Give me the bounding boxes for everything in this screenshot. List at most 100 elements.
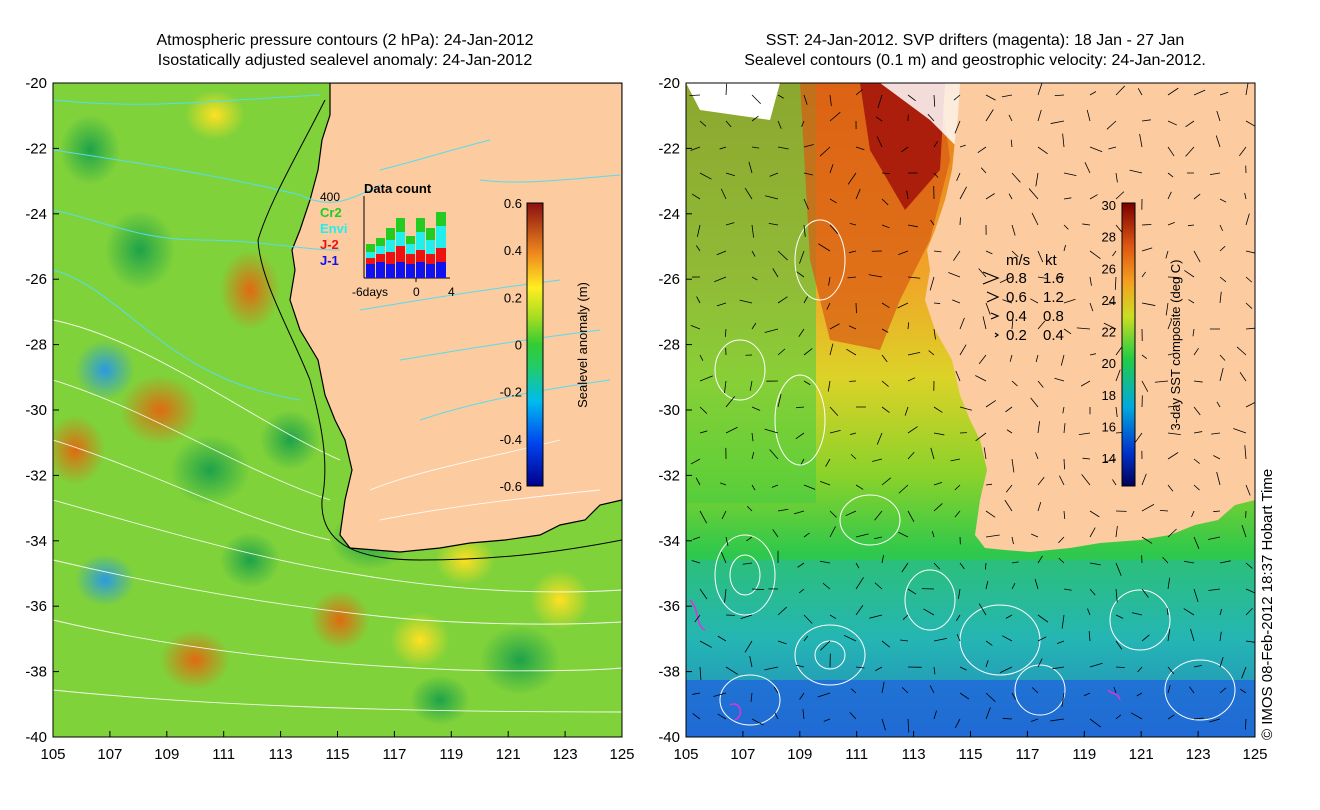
velocity-arrow	[1241, 525, 1247, 538]
velocity-arrow	[721, 510, 727, 520]
velocity-arrow	[1050, 120, 1065, 124]
velocity-arrow	[874, 582, 883, 590]
right-y-tick-label: -36	[658, 598, 680, 615]
velocity-arrow	[855, 533, 869, 538]
velocity-arrow	[772, 268, 779, 278]
velocity-arrow	[1054, 94, 1065, 97]
velocity-arrow	[849, 223, 857, 226]
velocity-arrow	[1061, 692, 1065, 707]
velocity-arrow	[1089, 562, 1101, 566]
velocity-arrow	[803, 635, 809, 642]
velocity-arrow	[822, 582, 831, 590]
sst-colorbar-label: 3-day SST composite (deg C)	[1168, 260, 1183, 431]
velocity-arrow	[720, 482, 727, 486]
velocity-arrow	[1165, 250, 1169, 259]
velocity-arrow	[1219, 245, 1226, 252]
velocity-arrow	[869, 614, 883, 619]
velocity-arrow	[1005, 614, 1013, 619]
velocity-arrow	[1037, 658, 1043, 668]
right-y-tick-label: -26	[658, 271, 680, 288]
velocity-arrow	[699, 666, 702, 681]
velocity-arrow	[777, 250, 788, 261]
velocity-arrow	[1219, 198, 1227, 203]
velocity-arrow	[1236, 346, 1247, 356]
velocity-arrow	[829, 430, 841, 434]
velocity-arrow	[1011, 380, 1018, 387]
velocity-arrow	[1159, 509, 1169, 512]
velocity-arrow	[1006, 429, 1013, 434]
velocity-arrow	[1011, 224, 1016, 236]
velocity-arrow	[720, 551, 727, 564]
velocity-arrow	[1076, 327, 1091, 330]
left-title-line1: Atmospheric pressure contours (2 hPa): 2…	[156, 32, 534, 49]
velocity-arrow	[1137, 88, 1143, 96]
velocity-arrow	[795, 406, 805, 409]
velocity-arrow	[1063, 224, 1069, 230]
left-y-tick-label: -30	[25, 402, 47, 419]
velocity-arrow	[1037, 380, 1044, 388]
velocity-arrow	[933, 302, 941, 304]
velocity-arrow	[1239, 688, 1247, 694]
velocity-arrow	[933, 481, 943, 486]
velocity-arrow	[1010, 139, 1013, 148]
velocity-arrow	[1030, 718, 1039, 722]
velocity-arrow	[799, 250, 805, 264]
velocity-arrow	[699, 640, 712, 648]
velocity-arrow	[1005, 484, 1013, 493]
right-x-tick-label: 107	[730, 746, 755, 763]
velocity-arrow	[1207, 536, 1221, 540]
velocity-arrow	[855, 146, 865, 151]
velocity-arrow	[1115, 666, 1125, 669]
velocity-arrow	[802, 709, 805, 720]
velocity-arrow	[848, 250, 857, 254]
velocity-arrow	[1219, 354, 1226, 361]
velocity-arrow	[1063, 510, 1066, 519]
velocity-arrow	[1030, 298, 1039, 304]
velocity-arrow	[881, 640, 891, 648]
velocity-arrow	[1193, 588, 1199, 602]
velocity-arrow	[843, 634, 857, 642]
velocity-arrow	[1062, 133, 1065, 148]
left-title-line2: Isostatically adjusted sealevel anomaly:…	[157, 52, 533, 69]
velocity-arrow	[1167, 146, 1175, 157]
velocity-arrow	[953, 94, 961, 101]
velocity-arrow	[1061, 614, 1065, 629]
velocity-arrow	[1167, 405, 1178, 408]
velocity-arrow	[985, 109, 994, 122]
velocity-arrow	[1089, 146, 1103, 153]
velocity-arrow	[985, 534, 1000, 538]
velocity-arrow	[699, 120, 707, 127]
velocity-arrow	[699, 430, 708, 434]
velocity-arrow	[1062, 406, 1065, 414]
right-x-axis: 105 107 109 111 113 115 117 119 121 123 125	[673, 731, 1268, 763]
velocity-arrow	[907, 451, 915, 460]
velocity-arrow	[1063, 328, 1072, 335]
velocity-key-kt-0: 1.6	[1043, 270, 1064, 287]
velocity-arrow	[1089, 353, 1097, 356]
velocity-arrow	[933, 503, 943, 512]
velocity-arrow	[1137, 666, 1143, 673]
velocity-arrow	[1167, 628, 1171, 642]
shelf-contour	[257, 99, 622, 561]
velocity-arrow	[959, 344, 967, 356]
velocity-arrow	[881, 172, 890, 175]
velocity-arrow	[875, 116, 883, 122]
velocity-arrow	[773, 686, 779, 694]
velocity-arrow	[1167, 484, 1174, 492]
pressure-contours-white	[53, 319, 622, 713]
velocity-arrow	[1219, 657, 1224, 668]
velocity-arrow	[1037, 476, 1045, 486]
velocity-arrow	[1089, 588, 1096, 596]
velocity-arrow	[1141, 634, 1150, 642]
velocity-arrow	[845, 510, 857, 517]
velocity-arrow	[1245, 401, 1255, 408]
velocity-arrow	[1089, 662, 1103, 668]
velocity-arrow	[1193, 484, 1200, 491]
velocity-arrow	[1141, 119, 1151, 122]
velocity-arrow	[1115, 614, 1124, 619]
velocity-arrow	[1037, 636, 1047, 642]
right-map-area	[686, 83, 1255, 737]
velocity-arrow	[904, 406, 909, 416]
right-y-tick-label: -28	[658, 337, 680, 354]
velocity-arrow	[1193, 458, 1200, 464]
